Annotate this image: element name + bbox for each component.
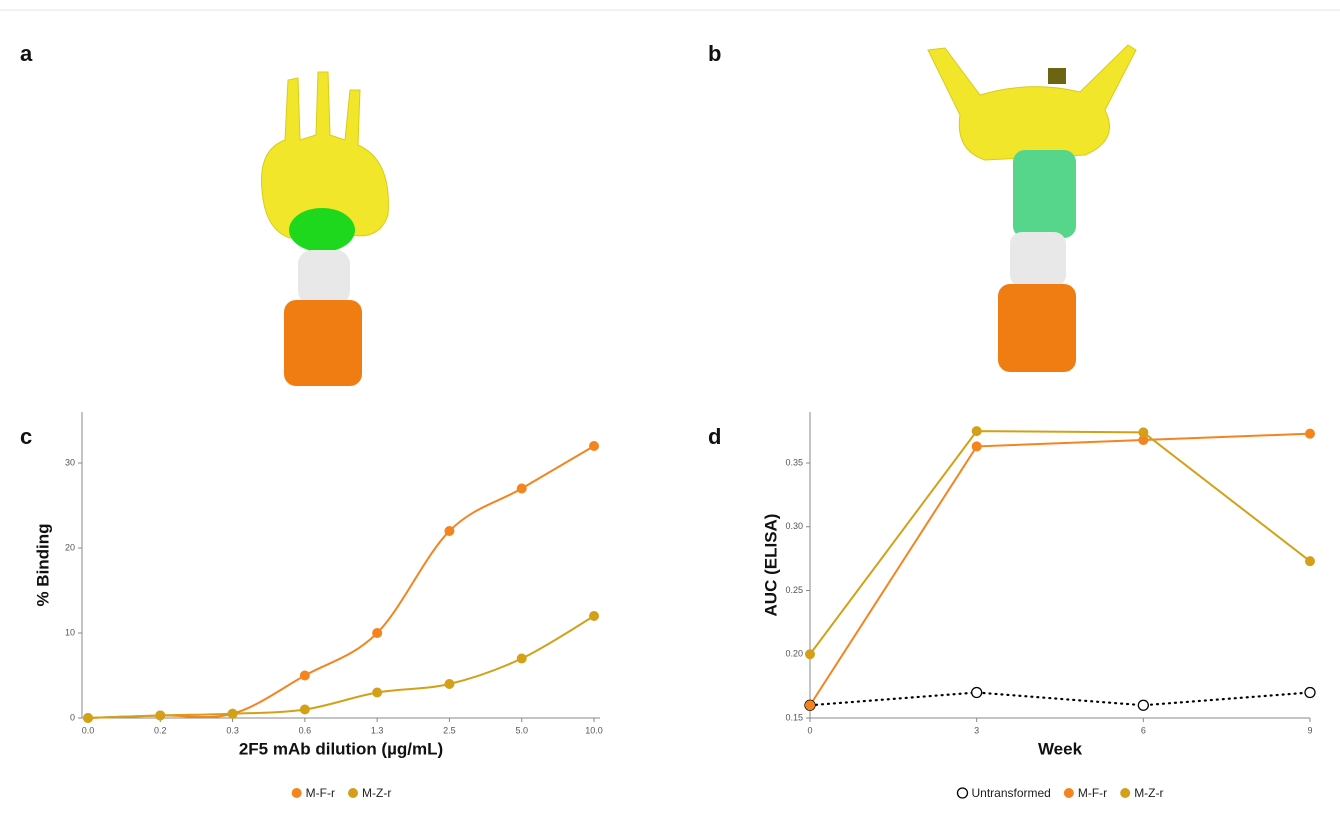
legend-label: Untransformed [971,786,1050,800]
legend-label: M-Z-r [1134,786,1163,800]
y-tick-label: 0.35 [785,457,803,467]
x-tick-label: 0.0 [82,725,95,735]
data-point [971,441,982,452]
data-point [805,700,815,711]
legend-marker [291,788,302,798]
data-point [1138,427,1149,438]
data-point [1305,428,1315,439]
y-tick-label: 0.15 [785,712,803,722]
y-tick-label: 0.30 [785,521,803,531]
x-tick-label: 1.3 [371,725,384,735]
data-point [805,649,815,660]
structure-a [260,71,389,386]
x-tick-label: 0.6 [299,725,312,735]
data-point [1305,556,1315,567]
y-tick-label: 30 [65,457,75,467]
x-axis-label: Week [1038,739,1083,758]
y-tick-label: 20 [65,542,75,552]
data-point [227,708,238,719]
x-tick-label: 10.0 [585,725,603,735]
legend-label: M-F-r [306,786,335,800]
data-point [372,628,383,638]
series-line [87,615,595,719]
legend: M-F-r M-Z-r [291,786,391,800]
x-tick-label: 2.5 [443,725,456,735]
x-tick-label: 3 [974,725,979,735]
legend-marker [1063,788,1074,798]
y-axis-label: AUC (ELISA) [761,514,780,617]
data-point [1304,686,1316,699]
series-line [808,691,1312,707]
panel-label: a [20,41,33,66]
structure-b [927,44,1137,372]
legend-marker [956,787,969,799]
x-tick-label: 6 [1141,725,1146,735]
legend: Untransformed M-F-r M-Z-r [956,786,1164,800]
data-point [1137,699,1149,711]
x-tick-label: 9 [1307,725,1312,735]
y-axis-label: % Binding [33,523,52,606]
x-axis-label: 2F5 mAb dilution (µg/mL) [239,739,443,758]
panel-label: b [708,41,721,66]
data-point [516,653,527,664]
x-tick-label: 5.0 [515,725,528,735]
series-line [809,432,1311,706]
y-tick-label: 0.20 [785,649,803,659]
legend-label: M-F-r [1078,786,1107,800]
y-tick-label: 0 [70,712,75,722]
data-point [589,441,599,451]
data-point [1138,435,1149,446]
x-tick-label: 0.3 [226,725,239,735]
legend-label: M-Z-r [362,786,391,800]
y-tick-label: 10 [65,627,75,637]
legend-marker [348,788,358,798]
x-tick-label: 0.2 [154,725,167,735]
data-point [299,670,310,681]
data-point [83,713,93,723]
legend-marker [1120,788,1131,798]
data-point [299,704,310,715]
x-tick-label: 0 [807,725,812,735]
data-point [589,611,599,621]
data-point [971,686,983,699]
data-point [444,526,455,536]
panel-label: d [708,424,721,449]
data-point [444,679,455,689]
panel-label: c [20,424,32,449]
data-point [516,483,527,494]
data-point [971,426,982,437]
data-point [372,687,383,698]
data-point [155,710,166,721]
y-tick-label: 0.25 [785,585,803,595]
series-line [809,430,1311,655]
